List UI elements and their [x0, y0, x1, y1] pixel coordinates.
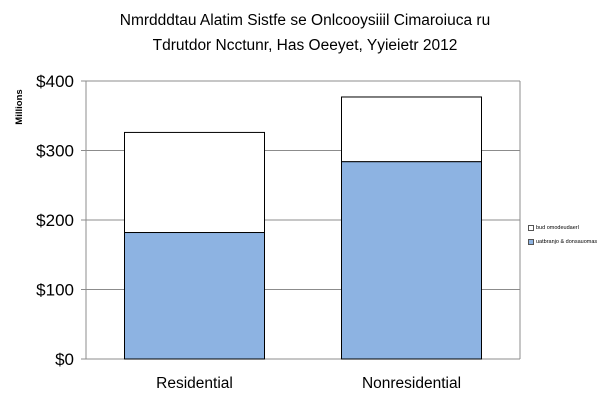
bar-nonresidential-series-1: [341, 96, 482, 163]
chart-title-line-2: Tdrutdor Ncctunr, Has Oeeyet, Yyieietr 2…: [152, 37, 458, 54]
legend-swatch-0: [528, 239, 534, 245]
chart-legend: bud omodeudaerl uatbranjo & donsauomas: [528, 221, 606, 249]
x-tick-label-1: Nonresidential: [362, 375, 461, 392]
y-tick-label-1: $100: [36, 281, 74, 300]
x-tick-label-0: Residential: [156, 375, 233, 392]
y-axis-label: Millions: [14, 89, 25, 124]
legend-label-0: uatbranjo & donsauomas: [536, 239, 598, 245]
bar-residential-series-0: [124, 232, 265, 360]
legend-label-1: bud omodeudaerl: [536, 225, 579, 231]
y-tick-label-3: $300: [36, 142, 74, 161]
legend-swatch-1: [528, 225, 534, 231]
bar-nonresidential-series-0: [341, 161, 482, 360]
y-tick-label-2: $200: [36, 211, 74, 230]
legend-item-0: uatbranjo & donsauomas: [528, 235, 606, 249]
legend-item-1: bud omodeudaerl: [528, 221, 606, 235]
chart-title-line-1: Nmrdddtau Alatim Sistfe se Onlcooysiiil …: [119, 12, 491, 29]
chart-title: Nmrdddtau Alatim Sistfe se Onlcooysiiil …: [0, 8, 610, 58]
y-tick-label-0: $0: [55, 350, 74, 369]
bar-residential-series-1: [124, 131, 265, 234]
y-tick-label-4: $400: [36, 72, 74, 91]
